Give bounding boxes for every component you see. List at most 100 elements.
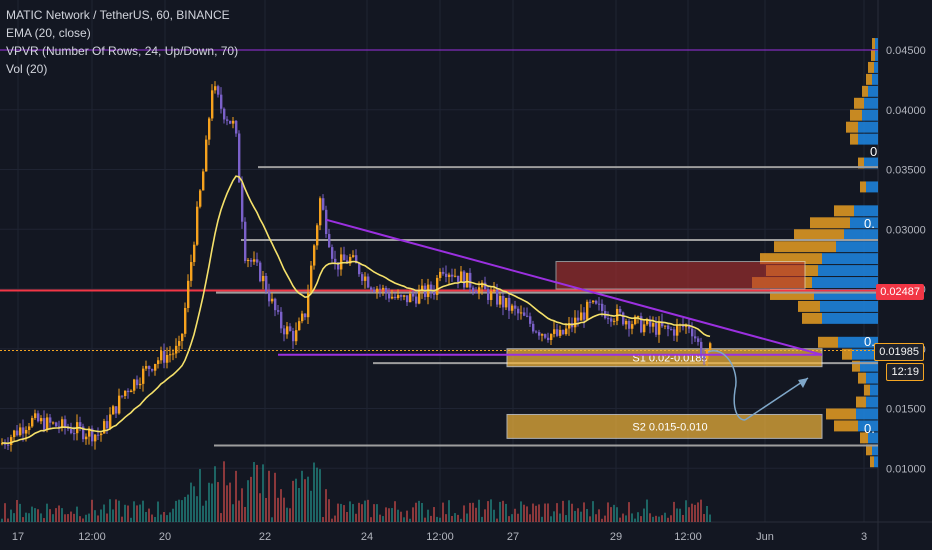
volume-bar (145, 512, 147, 522)
volume-bar (268, 470, 270, 522)
candle-body (328, 234, 331, 248)
volume-bar (223, 461, 225, 522)
candle-body (439, 271, 442, 278)
candle-body (613, 320, 616, 322)
x-tick-label: 12:00 (674, 531, 702, 543)
volume-legend[interactable]: Vol (20) (6, 62, 48, 76)
volume-bar (316, 467, 318, 522)
volume-bar (709, 514, 711, 522)
volume-bar (379, 514, 381, 522)
profile-bar-down (818, 336, 838, 348)
volume-bar (19, 503, 21, 522)
candle-body (514, 305, 517, 309)
volume-bar (259, 493, 261, 522)
candle-body (421, 285, 424, 292)
y-tick-label: 0.01500 (886, 404, 926, 416)
profile-bar-down (858, 372, 866, 384)
candle-body (430, 284, 433, 292)
candle-body (181, 333, 184, 342)
volume-bar (178, 499, 180, 522)
candle-body (67, 427, 70, 429)
candle-body (169, 354, 172, 356)
volume-bar (331, 518, 333, 522)
candle-body (256, 259, 259, 263)
volume-bar (550, 516, 552, 522)
volume-bar (559, 513, 561, 522)
y-tick-label: 0.01000 (886, 463, 926, 475)
volume-bar (190, 482, 192, 522)
price-tag-last: 0.01985 (874, 343, 924, 361)
candle-body (10, 437, 13, 446)
volume-bar (262, 464, 264, 522)
volume-bar (79, 516, 81, 522)
candle-body (664, 325, 667, 327)
profile-bar-up (822, 253, 878, 265)
candle-body (115, 406, 118, 414)
volume-bar (574, 510, 576, 522)
profile-bar-down (802, 312, 822, 324)
volume-bar (634, 518, 636, 522)
candle-body (79, 422, 82, 427)
volume-bar (706, 506, 708, 522)
volume-bar (511, 514, 513, 522)
candle-body (343, 254, 346, 261)
volume-bar (64, 514, 66, 522)
volume-bar (220, 513, 222, 522)
candle-body (391, 296, 394, 299)
candle-body (565, 328, 568, 335)
profile-value-label: 0. (864, 334, 875, 349)
volume-bar (10, 509, 12, 522)
volume-bar (130, 517, 132, 522)
candle-body (481, 282, 484, 288)
candle-body (340, 254, 343, 270)
candle-body (151, 369, 154, 371)
vpvr-legend[interactable]: VPVR (Number Of Rows, 24, Up/Down, 70) (6, 44, 239, 58)
candle-body (163, 351, 166, 363)
candle-body (268, 291, 271, 302)
volume-bar (310, 490, 312, 522)
volume-bar (538, 504, 540, 522)
volume-bar (280, 489, 282, 522)
candle-body (460, 271, 463, 282)
candle-body (361, 274, 364, 281)
volume-bar (127, 505, 129, 522)
candle-body (139, 383, 142, 386)
volume-bar (43, 518, 45, 522)
candle-body (475, 291, 478, 294)
volume-bar (340, 503, 342, 522)
volume-bar (616, 507, 618, 522)
volume-bar (277, 497, 279, 522)
volume-bar (25, 512, 27, 522)
volume-bar (505, 503, 507, 522)
candle-body (607, 318, 610, 320)
candle-body (577, 317, 580, 321)
volume-bar (430, 515, 432, 522)
x-tick-label: 12:00 (78, 531, 106, 543)
volume-bar (448, 500, 450, 522)
candle-body (319, 198, 322, 226)
candle-body (25, 429, 28, 434)
ema-legend[interactable]: EMA (20, close) (6, 26, 91, 40)
volume-bar (94, 510, 96, 522)
candle-body (172, 353, 175, 355)
profile-bar-up (850, 217, 878, 229)
volume-bar (322, 517, 324, 522)
candle-body (487, 289, 490, 300)
volume-bar (565, 515, 567, 522)
volume-bar (502, 500, 504, 522)
volume-bar (637, 512, 639, 522)
candle-body (367, 276, 370, 288)
candle-body (550, 333, 553, 340)
volume-bar (658, 516, 660, 522)
volume-bar (55, 508, 57, 522)
volume-bar (577, 508, 579, 522)
candle-body (97, 434, 100, 436)
projection-arrow (744, 377, 809, 421)
candle-body (580, 312, 583, 321)
candle-body (109, 414, 112, 429)
candle-body (262, 275, 265, 282)
candle-body (667, 325, 670, 330)
volume-bar (691, 503, 693, 522)
candle-body (235, 120, 238, 134)
